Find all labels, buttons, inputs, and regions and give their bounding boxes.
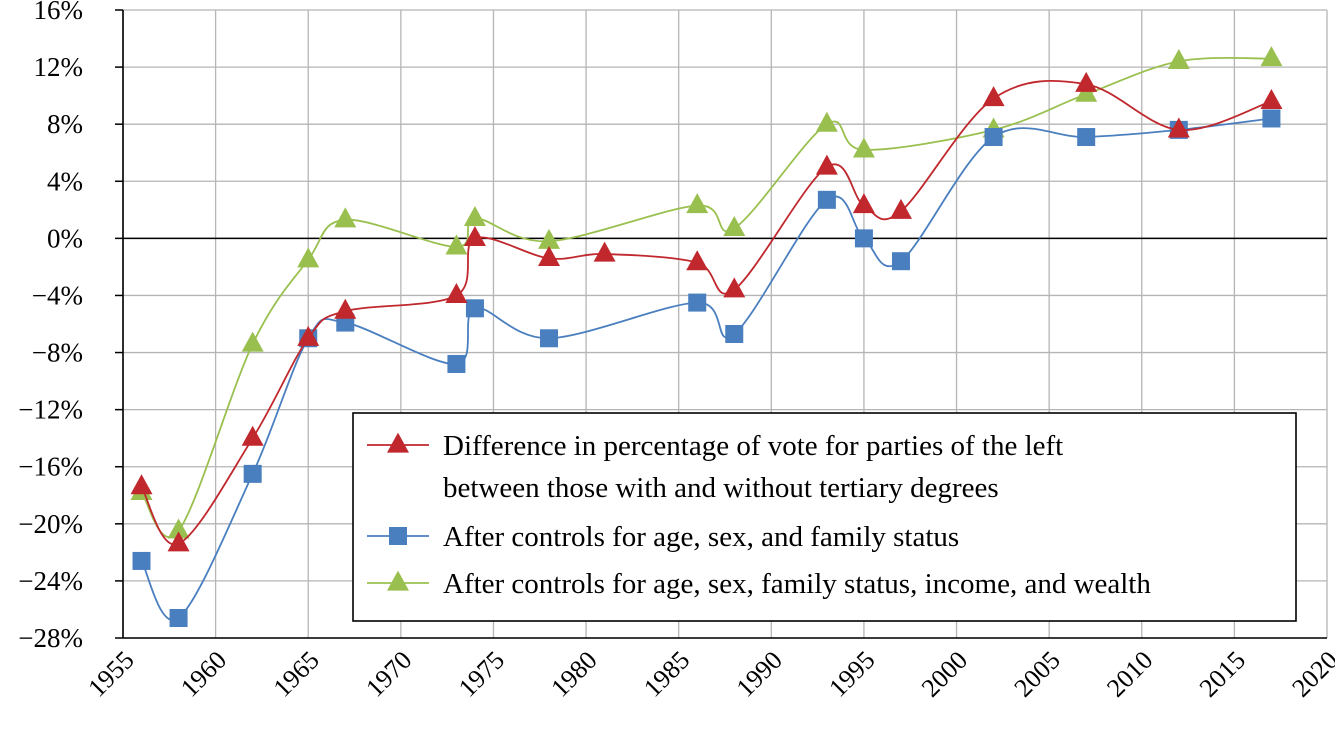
legend-item-3: After controls for age, sex, family stat… [367, 568, 1151, 600]
y-tick-label: 4% [47, 166, 83, 196]
data-point [1260, 46, 1283, 67]
data-point [334, 207, 357, 228]
data-point [463, 225, 486, 246]
y-tick-label: 8% [47, 109, 83, 139]
data-point [241, 425, 264, 446]
legend-box [352, 412, 1297, 622]
data-point [167, 531, 190, 552]
data-point [1260, 88, 1283, 109]
data-point [445, 234, 468, 255]
legend-label: After controls for age, sex, family stat… [443, 568, 1151, 600]
series-1 [130, 71, 1283, 552]
x-tick-label: 1985 [638, 645, 695, 702]
data-point [463, 205, 486, 226]
data-point [1167, 48, 1190, 69]
x-tick-label: 2005 [1009, 645, 1066, 702]
legend-item-2: After controls for age, sex, and family … [367, 521, 959, 553]
x-tick-label: 1965 [268, 645, 325, 702]
legend-marker [387, 570, 409, 591]
data-point [1077, 128, 1096, 147]
x-tick-label: 1955 [82, 645, 139, 702]
data-point [725, 324, 744, 343]
data-point [815, 154, 838, 175]
data-point [852, 193, 875, 214]
x-tick-label: 1960 [175, 645, 232, 702]
data-point [984, 128, 1003, 147]
data-point [1167, 117, 1190, 138]
data-point [1262, 109, 1281, 128]
data-point [297, 325, 320, 346]
y-tick-label: −8% [32, 338, 83, 368]
y-tick-label: −28% [18, 623, 83, 653]
data-point [167, 518, 190, 539]
x-tick-label: 1995 [823, 645, 880, 702]
data-point [852, 137, 875, 158]
data-point [686, 250, 709, 271]
data-point [241, 331, 264, 352]
y-tick-label: 16% [34, 0, 84, 25]
data-point [891, 252, 910, 271]
x-tick-label: 2020 [1286, 645, 1335, 702]
y-tick-label: 0% [47, 223, 83, 253]
x-tick-label: 2015 [1194, 645, 1251, 702]
y-tick-label: −24% [18, 566, 83, 596]
data-point [723, 277, 746, 298]
data-point [243, 464, 262, 483]
y-tick-label: −16% [18, 452, 83, 482]
data-point [854, 229, 873, 248]
data-point [1075, 71, 1098, 92]
y-tick-label: −20% [18, 509, 83, 539]
legend-label: After controls for age, sex, and family … [443, 521, 959, 553]
data-point [817, 190, 836, 209]
data-point [540, 329, 559, 348]
legend-label: between those with and without tertiary … [443, 472, 999, 504]
data-point [132, 551, 151, 570]
data-point [130, 474, 153, 495]
series-line [140, 57, 1272, 538]
x-tick-label: 1990 [731, 645, 788, 702]
series-group [130, 46, 1283, 628]
data-point [593, 241, 616, 262]
data-point [686, 193, 709, 214]
x-tick-label: 1980 [545, 645, 602, 702]
legend-marker [387, 432, 409, 453]
x-tick-label: 1975 [453, 645, 510, 702]
y-tick-label: −4% [32, 280, 83, 310]
x-tick-label: 1970 [360, 645, 417, 702]
data-point [334, 298, 357, 319]
y-tick-label: −12% [18, 395, 83, 425]
legend-label: Difference in percentage of vote for par… [443, 430, 1063, 462]
data-point [815, 111, 838, 132]
data-point [465, 299, 484, 318]
series-line [140, 79, 1272, 546]
data-point [445, 283, 468, 304]
legend-marker [389, 527, 407, 545]
data-point [169, 609, 188, 628]
data-point [297, 247, 320, 268]
data-point [538, 245, 561, 266]
data-point [889, 198, 912, 219]
data-point [723, 215, 746, 236]
legend: Difference in percentage of vote for par… [352, 412, 1297, 622]
data-point [447, 354, 466, 373]
data-point [982, 86, 1005, 107]
data-point [538, 228, 561, 249]
legend-item-1: Difference in percentage of vote for par… [367, 430, 1063, 504]
y-tick-label: 12% [34, 52, 84, 82]
x-tick-label: 2010 [1101, 645, 1158, 702]
x-tick-label: 2000 [916, 645, 973, 702]
data-point [688, 293, 707, 312]
